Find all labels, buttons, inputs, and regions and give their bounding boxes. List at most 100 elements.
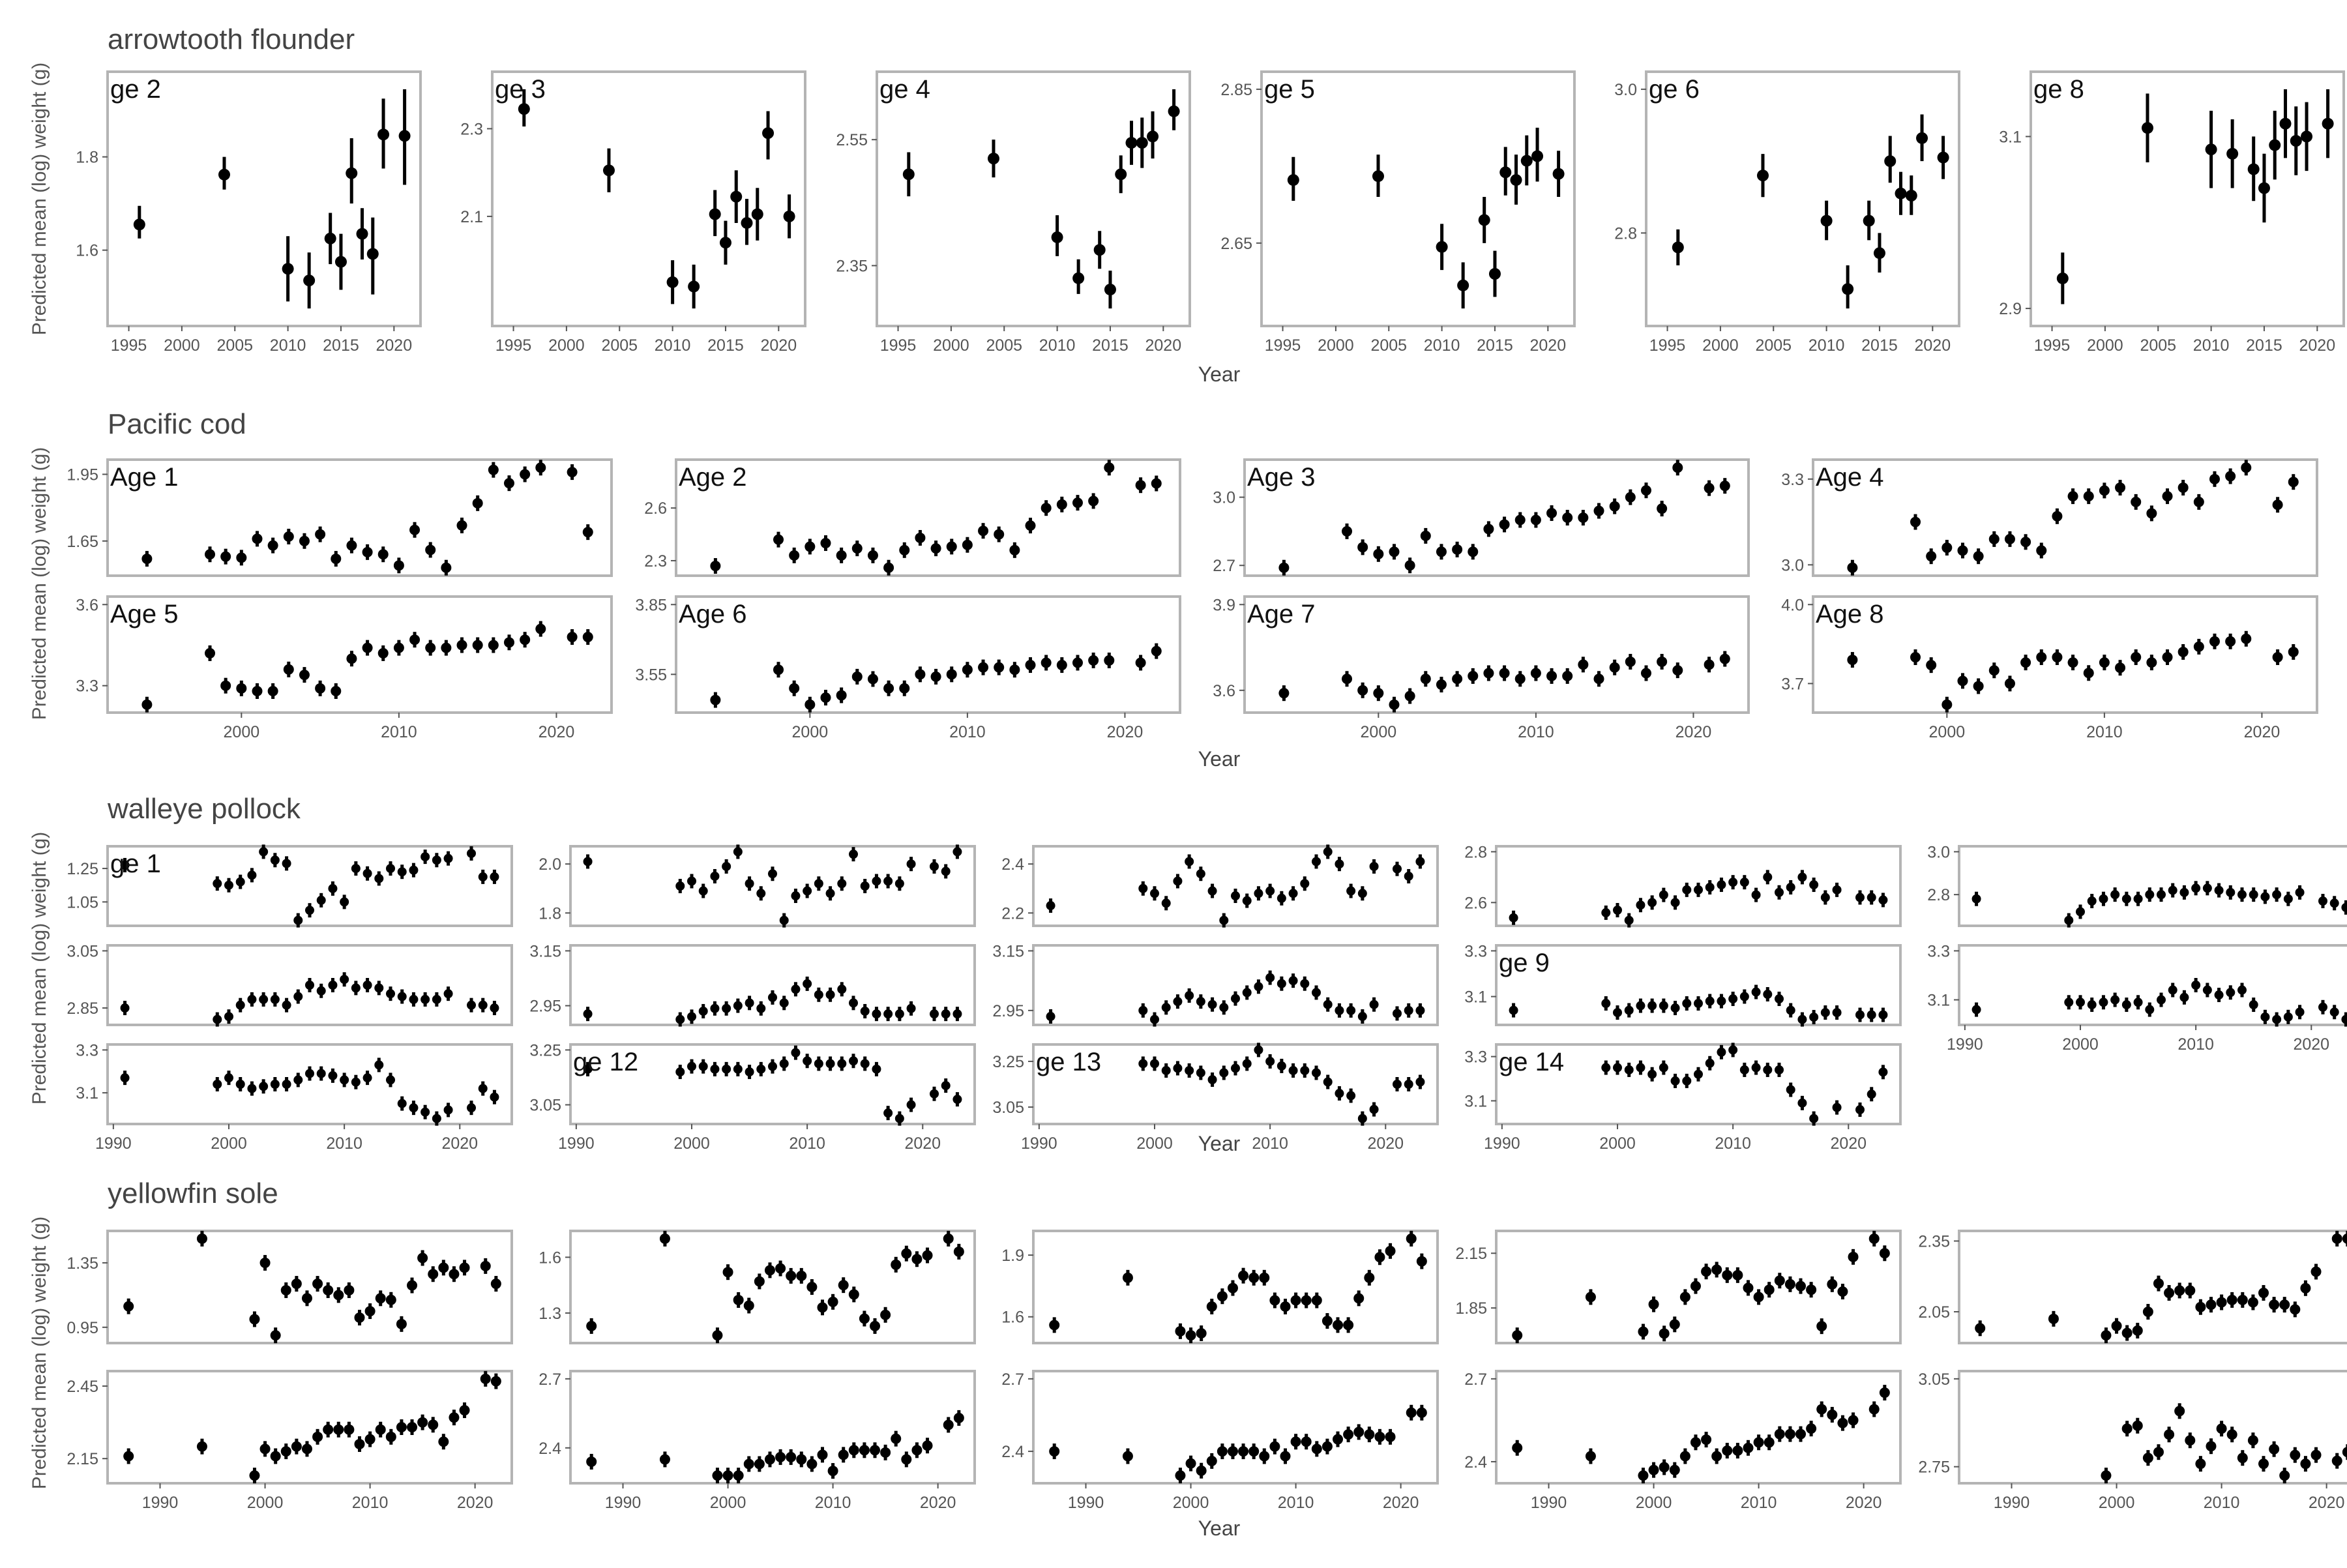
data-point	[518, 103, 530, 115]
data-point	[1280, 1301, 1291, 1312]
data-point	[267, 685, 278, 696]
data-point	[323, 1284, 334, 1295]
data-point	[1173, 876, 1183, 886]
data-point	[1895, 187, 1907, 200]
data-point	[733, 1001, 743, 1011]
data-point	[930, 543, 941, 554]
data-point	[2209, 473, 2220, 484]
data-point	[1832, 1102, 1842, 1112]
data-point	[259, 994, 269, 1004]
data-point	[1905, 190, 1917, 202]
facet-panel-walleye-pollock-12: 3.05 3.25 1990 2000 2010 2020 ge 12	[529, 1041, 976, 1153]
data-point	[1732, 1445, 1743, 1457]
x-tick-label: 1990	[1947, 1035, 1983, 1054]
y-tick-label: 2.7	[539, 1370, 561, 1389]
data-point	[213, 1014, 222, 1024]
y-tick-label: 0.95	[66, 1319, 98, 1337]
facet-panel-arrowtooth-flounder-3: 2.35 2.55 1995 2000 2005 2010 2015 2020 ge 4	[836, 70, 1191, 355]
data-point	[283, 664, 294, 675]
x-tick-label: 2000	[224, 723, 260, 741]
facet-panel-walleye-pollock-9: 3.1 3.3 ge 9	[1464, 942, 1902, 1027]
data-point	[247, 994, 257, 1004]
x-tick-label: 2000	[247, 1494, 284, 1512]
facet-panel-yellowfin-sole-8: 2.4 2.7 1990 2000 2010 2020	[1001, 1370, 1439, 1512]
facet-panel-walleye-pollock-10: 3.1 3.3 1990 2000 2010 2020	[1927, 942, 2347, 1054]
data-point	[1753, 1437, 1764, 1448]
x-tick-label: 2020	[2244, 723, 2281, 741]
y-tick-label: 3.3	[1464, 1048, 1487, 1067]
data-point	[409, 1103, 419, 1113]
data-point	[328, 1071, 338, 1080]
data-point	[1873, 247, 1885, 259]
y-tick-label: 2.2	[1001, 904, 1024, 923]
data-point	[270, 855, 280, 865]
data-point	[2318, 896, 2327, 906]
data-point	[425, 544, 436, 555]
data-point	[952, 1009, 962, 1019]
data-point	[1562, 670, 1573, 681]
data-point	[2142, 1306, 2153, 1317]
data-point	[1009, 544, 1020, 555]
data-point	[1288, 1065, 1298, 1075]
data-point	[804, 541, 816, 552]
data-point	[1278, 688, 1290, 699]
data-point	[2174, 1406, 2185, 1417]
data-point	[428, 1269, 439, 1280]
data-point	[1353, 1427, 1365, 1438]
facet-panel-pacific-cod-5: 3.3 3.6 2000 2010 2020 Age 5	[76, 595, 613, 741]
data-point	[1820, 893, 1830, 902]
y-tick-label: 3.7	[1781, 675, 1804, 693]
data-point	[366, 248, 379, 260]
data-point	[1916, 132, 1928, 144]
y-tick-label: 3.25	[992, 1053, 1024, 1071]
data-point	[1739, 992, 1749, 1001]
y-tick-label: 4.0	[1781, 596, 1804, 614]
data-point	[432, 855, 441, 865]
data-point	[994, 529, 1005, 540]
data-point	[305, 981, 314, 990]
x-tick-label: 2000	[1136, 1134, 1173, 1153]
facet-panel-pacific-cod-4: 3.0 3.3 Age 4	[1781, 458, 2318, 577]
data-point	[1510, 174, 1522, 186]
data-point	[1988, 665, 2000, 676]
data-point	[783, 210, 795, 222]
data-point	[1670, 1003, 1680, 1013]
data-point	[1679, 1292, 1690, 1303]
data-point	[2202, 883, 2212, 893]
data-point	[2064, 915, 2074, 925]
data-point	[2301, 130, 2313, 143]
facet-panel-walleye-pollock-3: 2.2 2.4	[1001, 844, 1439, 928]
panel-frame	[569, 944, 976, 1026]
data-point	[374, 983, 384, 993]
data-point	[2279, 1299, 2290, 1310]
data-point	[922, 1440, 933, 1451]
data-point	[1832, 885, 1842, 895]
data-point	[860, 1059, 870, 1069]
data-point	[2168, 985, 2177, 995]
data-point	[1259, 1272, 1270, 1283]
data-point	[1705, 1058, 1715, 1068]
data-point	[2205, 143, 2217, 156]
data-point	[1670, 1076, 1680, 1086]
y-tick-label: 1.8	[76, 149, 98, 167]
data-point	[456, 520, 467, 531]
facet-label: ge 3	[495, 75, 546, 104]
data-point	[859, 1313, 870, 1324]
data-point	[1393, 864, 1402, 874]
panel-frame	[1958, 1370, 2347, 1485]
data-point	[906, 859, 916, 869]
data-point	[425, 642, 436, 653]
y-tick-label: 2.9	[1999, 300, 2022, 318]
data-point	[1751, 890, 1761, 900]
data-point	[768, 869, 777, 879]
data-point	[1056, 499, 1067, 510]
x-tick-label: 2010	[949, 723, 986, 741]
data-point	[1784, 1279, 1795, 1290]
data-point	[880, 1447, 891, 1458]
data-point	[1624, 1005, 1634, 1015]
data-point	[1806, 1423, 1817, 1434]
data-point	[1971, 1005, 1981, 1014]
x-tick-label: 2010	[2177, 1035, 2214, 1054]
facet-panel-yellowfin-sole-9: 2.4 2.7 1990 2000 2010 2020	[1464, 1370, 1902, 1512]
data-point	[1406, 1233, 1417, 1244]
